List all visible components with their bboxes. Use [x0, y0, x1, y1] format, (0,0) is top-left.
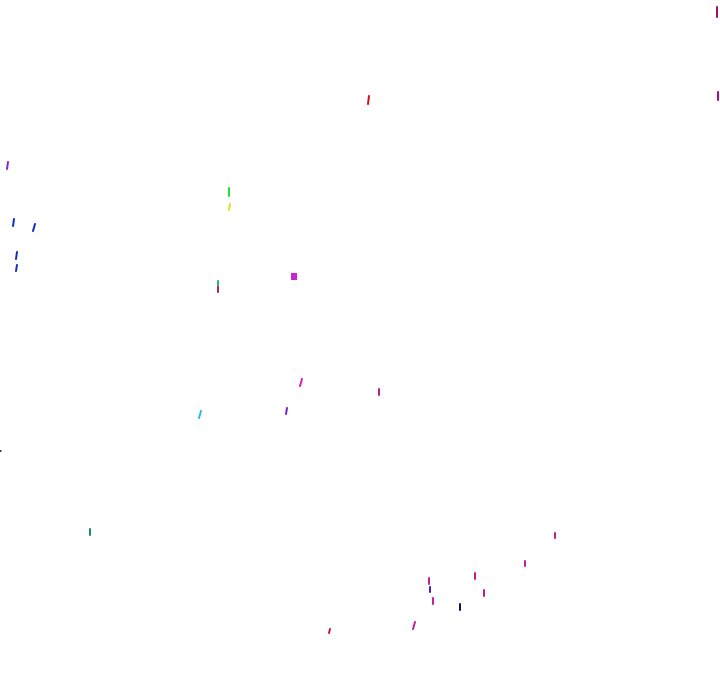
- mark: [12, 218, 15, 227]
- mark: [228, 203, 231, 211]
- mark: [367, 95, 370, 105]
- mark: [15, 251, 18, 260]
- mark: [6, 161, 9, 170]
- mark: [0, 450, 2, 452]
- mark: [198, 410, 202, 419]
- mark: [15, 264, 18, 272]
- mark: [32, 223, 36, 232]
- mark: [412, 621, 416, 630]
- mark: [285, 407, 288, 415]
- mark: [299, 378, 303, 387]
- mark: [328, 628, 331, 634]
- mark: [291, 273, 297, 280]
